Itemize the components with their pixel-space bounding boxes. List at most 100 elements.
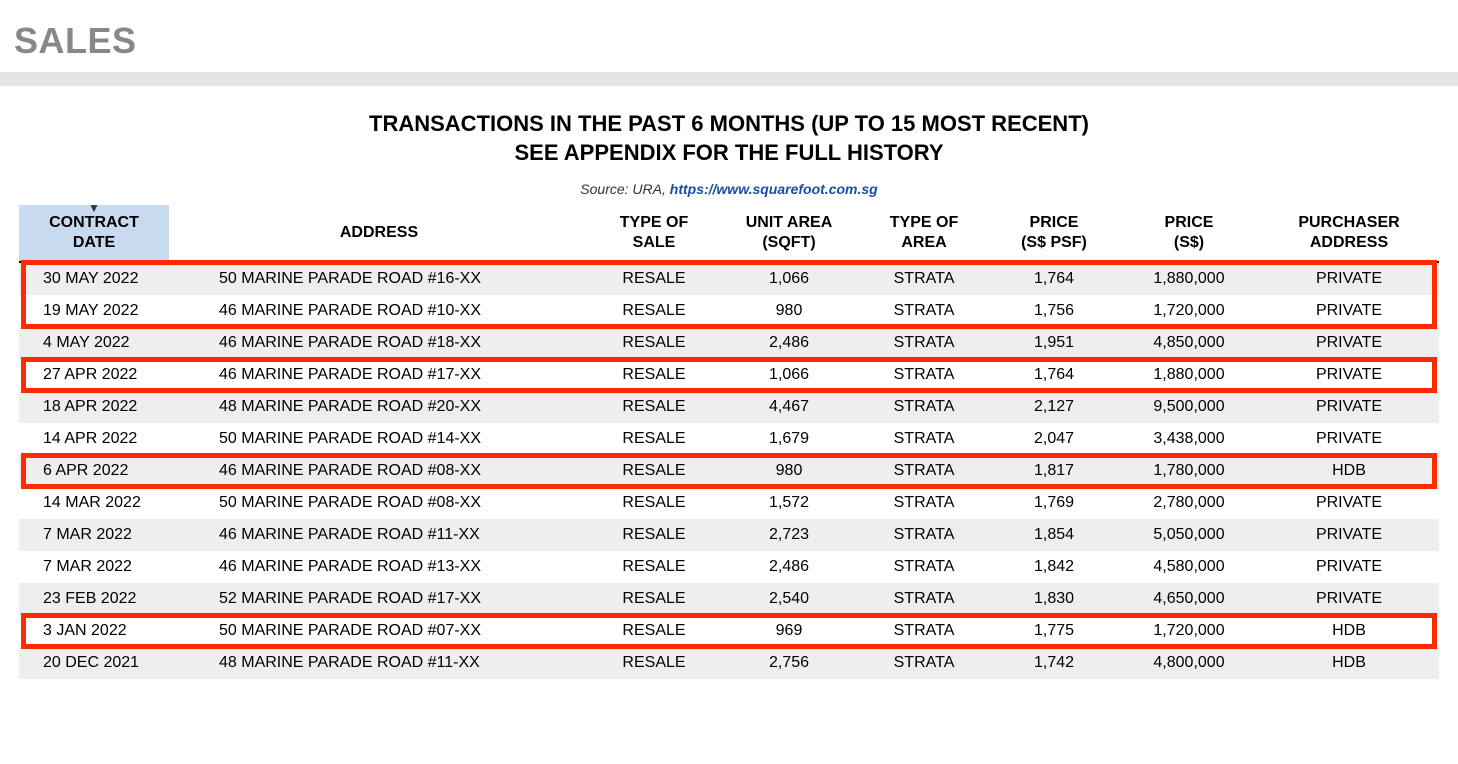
cell-type-of-sale: RESALE xyxy=(589,455,719,487)
source-link[interactable]: https://www.squarefoot.com.sg xyxy=(670,181,878,197)
cell-price: 5,050,000 xyxy=(1119,519,1259,551)
cell-type-of-area: STRATA xyxy=(859,327,989,359)
col-header-4[interactable]: TYPE OFAREA xyxy=(859,205,989,262)
cell-address: 50 MARINE PARADE ROAD #14-XX xyxy=(169,423,589,455)
table-row: 30 MAY 202250 MARINE PARADE ROAD #16-XXR… xyxy=(19,262,1439,295)
source-line: Source: URA, https://www.squarefoot.com.… xyxy=(19,181,1439,197)
heading-line-2: SEE APPENDIX FOR THE FULL HISTORY xyxy=(514,140,943,165)
cell-type-of-area: STRATA xyxy=(859,262,989,295)
cell-price-psf: 1,742 xyxy=(989,647,1119,679)
cell-price-psf: 1,775 xyxy=(989,615,1119,647)
heading-line-1: TRANSACTIONS IN THE PAST 6 MONTHS (UP TO… xyxy=(369,111,1089,136)
cell-address: 46 MARINE PARADE ROAD #13-XX xyxy=(169,551,589,583)
cell-price: 1,720,000 xyxy=(1119,615,1259,647)
cell-price: 1,720,000 xyxy=(1119,295,1259,327)
cell-price-psf: 1,830 xyxy=(989,583,1119,615)
cell-type-of-area: STRATA xyxy=(859,615,989,647)
cell-date: 20 DEC 2021 xyxy=(19,647,169,679)
cell-price: 1,780,000 xyxy=(1119,455,1259,487)
cell-type-of-sale: RESALE xyxy=(589,423,719,455)
cell-price: 4,650,000 xyxy=(1119,583,1259,615)
cell-price: 9,500,000 xyxy=(1119,391,1259,423)
cell-date: 4 MAY 2022 xyxy=(19,327,169,359)
col-header-6[interactable]: PRICE(S$) xyxy=(1119,205,1259,262)
cell-address: 46 MARINE PARADE ROAD #08-XX xyxy=(169,455,589,487)
cell-type-of-area: STRATA xyxy=(859,519,989,551)
cell-purchaser: PRIVATE xyxy=(1259,583,1439,615)
cell-address: 48 MARINE PARADE ROAD #11-XX xyxy=(169,647,589,679)
col-header-0[interactable]: ▼CONTRACTDATE xyxy=(19,205,169,262)
table-row: 6 APR 202246 MARINE PARADE ROAD #08-XXRE… xyxy=(19,455,1439,487)
cell-address: 50 MARINE PARADE ROAD #16-XX xyxy=(169,262,589,295)
table-row: 7 MAR 202246 MARINE PARADE ROAD #13-XXRE… xyxy=(19,551,1439,583)
col-header-1[interactable]: ADDRESS xyxy=(169,205,589,262)
cell-price: 1,880,000 xyxy=(1119,359,1259,391)
cell-unit-area: 2,723 xyxy=(719,519,859,551)
cell-price-psf: 1,951 xyxy=(989,327,1119,359)
cell-price: 3,438,000 xyxy=(1119,423,1259,455)
sales-table-section: TRANSACTIONS IN THE PAST 6 MONTHS (UP TO… xyxy=(19,86,1439,679)
cell-unit-area: 980 xyxy=(719,455,859,487)
cell-date: 23 FEB 2022 xyxy=(19,583,169,615)
cell-type-of-area: STRATA xyxy=(859,487,989,519)
source-label: Source: URA, xyxy=(580,181,669,197)
cell-unit-area: 2,486 xyxy=(719,551,859,583)
cell-price: 4,580,000 xyxy=(1119,551,1259,583)
cell-purchaser: PRIVATE xyxy=(1259,519,1439,551)
table-row: 20 DEC 202148 MARINE PARADE ROAD #11-XXR… xyxy=(19,647,1439,679)
cell-type-of-sale: RESALE xyxy=(589,262,719,295)
cell-unit-area: 2,540 xyxy=(719,583,859,615)
cell-purchaser: PRIVATE xyxy=(1259,423,1439,455)
table-row: 23 FEB 202252 MARINE PARADE ROAD #17-XXR… xyxy=(19,583,1439,615)
cell-purchaser: PRIVATE xyxy=(1259,551,1439,583)
divider-bar xyxy=(0,72,1458,86)
col-header-2[interactable]: TYPE OFSALE xyxy=(589,205,719,262)
cell-type-of-sale: RESALE xyxy=(589,391,719,423)
cell-price-psf: 2,127 xyxy=(989,391,1119,423)
cell-date: 6 APR 2022 xyxy=(19,455,169,487)
cell-price: 1,880,000 xyxy=(1119,262,1259,295)
cell-purchaser: PRIVATE xyxy=(1259,262,1439,295)
cell-purchaser: PRIVATE xyxy=(1259,391,1439,423)
cell-date: 14 APR 2022 xyxy=(19,423,169,455)
table-row: 7 MAR 202246 MARINE PARADE ROAD #11-XXRE… xyxy=(19,519,1439,551)
cell-unit-area: 4,467 xyxy=(719,391,859,423)
table-row: 14 MAR 202250 MARINE PARADE ROAD #08-XXR… xyxy=(19,487,1439,519)
cell-unit-area: 2,486 xyxy=(719,327,859,359)
cell-address: 48 MARINE PARADE ROAD #20-XX xyxy=(169,391,589,423)
cell-type-of-area: STRATA xyxy=(859,391,989,423)
table-container: ▼CONTRACTDATEADDRESSTYPE OFSALEUNIT AREA… xyxy=(19,205,1439,679)
cell-price-psf: 1,854 xyxy=(989,519,1119,551)
table-body: 30 MAY 202250 MARINE PARADE ROAD #16-XXR… xyxy=(19,262,1439,679)
cell-price: 4,800,000 xyxy=(1119,647,1259,679)
cell-type-of-area: STRATA xyxy=(859,295,989,327)
col-header-7[interactable]: PURCHASERADDRESS xyxy=(1259,205,1439,262)
cell-type-of-sale: RESALE xyxy=(589,551,719,583)
table-row: 18 APR 202248 MARINE PARADE ROAD #20-XXR… xyxy=(19,391,1439,423)
cell-unit-area: 2,756 xyxy=(719,647,859,679)
cell-unit-area: 980 xyxy=(719,295,859,327)
cell-purchaser: HDB xyxy=(1259,615,1439,647)
cell-unit-area: 1,679 xyxy=(719,423,859,455)
cell-type-of-area: STRATA xyxy=(859,359,989,391)
cell-type-of-area: STRATA xyxy=(859,455,989,487)
table-row: 27 APR 202246 MARINE PARADE ROAD #17-XXR… xyxy=(19,359,1439,391)
cell-date: 7 MAR 2022 xyxy=(19,519,169,551)
cell-purchaser: PRIVATE xyxy=(1259,359,1439,391)
cell-date: 30 MAY 2022 xyxy=(19,262,169,295)
cell-type-of-sale: RESALE xyxy=(589,583,719,615)
cell-type-of-area: STRATA xyxy=(859,423,989,455)
cell-date: 19 MAY 2022 xyxy=(19,295,169,327)
col-header-3[interactable]: UNIT AREA(SQFT) xyxy=(719,205,859,262)
cell-type-of-sale: RESALE xyxy=(589,327,719,359)
cell-price: 2,780,000 xyxy=(1119,487,1259,519)
cell-address: 46 MARINE PARADE ROAD #18-XX xyxy=(169,327,589,359)
cell-price: 4,850,000 xyxy=(1119,327,1259,359)
cell-type-of-sale: RESALE xyxy=(589,519,719,551)
cell-type-of-area: STRATA xyxy=(859,647,989,679)
col-header-5[interactable]: PRICE(S$ PSF) xyxy=(989,205,1119,262)
cell-purchaser: HDB xyxy=(1259,455,1439,487)
cell-date: 7 MAR 2022 xyxy=(19,551,169,583)
table-row: 19 MAY 202246 MARINE PARADE ROAD #10-XXR… xyxy=(19,295,1439,327)
cell-address: 46 MARINE PARADE ROAD #10-XX xyxy=(169,295,589,327)
